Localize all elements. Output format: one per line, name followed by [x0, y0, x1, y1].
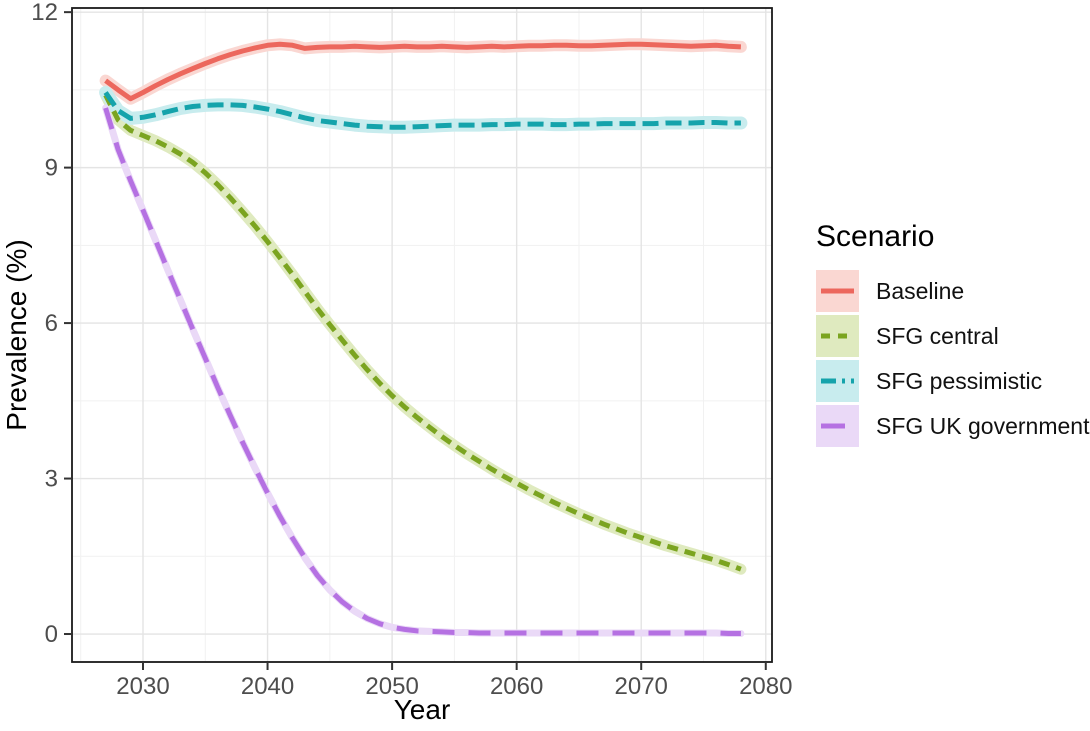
legend: Scenario Baseline SFG central SFG pessimis… — [816, 220, 1089, 450]
x-tick-label: 2080 — [739, 673, 792, 700]
legend-items: Baseline SFG central SFG pessimistic SFG UK… — [816, 270, 1089, 447]
x-tick-label: 2070 — [615, 673, 668, 700]
axis-tick-labels: 2030 2040 2050 2060 2070 2080 0 3 6 9 12 — [31, 0, 792, 700]
legend-item-sfg-uk-government: SFG UK government — [816, 405, 1089, 447]
legend-label: SFG pessimistic — [876, 367, 1043, 394]
x-tick-label: 2030 — [116, 673, 169, 700]
legend-title: Scenario — [816, 220, 935, 253]
series-line-baseline — [104, 41, 742, 102]
ribbon-baseline — [99, 38, 747, 105]
confidence-ribbons — [99, 38, 748, 637]
legend-key-swatch — [816, 360, 859, 402]
series-line-sfg-uk-government — [103, 107, 741, 636]
y-tick-label: 12 — [31, 0, 58, 26]
x-axis-title: Year — [394, 694, 451, 725]
y-axis-title: Prevalence (%) — [1, 239, 32, 430]
legend-item-baseline: Baseline — [816, 270, 1089, 312]
y-tick-label: 0 — [45, 621, 58, 648]
legend-label: SFG central — [876, 322, 999, 349]
axis-ticks — [64, 11, 767, 670]
y-tick-label: 9 — [45, 155, 58, 182]
legend-label: SFG UK government — [876, 412, 1090, 439]
legend-item-sfg-central: SFG central — [816, 315, 1089, 357]
legend-key-swatch — [816, 405, 859, 447]
legend-label: Baseline — [876, 277, 965, 304]
major-gridlines — [72, 8, 772, 662]
legend-item-sfg-pessimistic: SFG pessimistic — [816, 360, 1089, 402]
y-tick-label: 3 — [45, 466, 58, 493]
series-line-sfg-central — [103, 93, 742, 572]
x-tick-label: 2060 — [490, 673, 543, 700]
series-line-sfg-pessimistic — [103, 91, 741, 130]
ribbon-sfg-central — [100, 89, 747, 575]
legend-key-swatch — [816, 270, 859, 312]
x-tick-label: 2050 — [365, 673, 418, 700]
x-tick-label: 2040 — [241, 673, 294, 700]
panel-border — [71, 7, 773, 663]
ribbon-sfg-uk-government — [102, 104, 745, 637]
y-tick-label: 6 — [45, 310, 58, 337]
series-lines — [103, 41, 742, 636]
legend-key-swatch — [816, 315, 859, 357]
